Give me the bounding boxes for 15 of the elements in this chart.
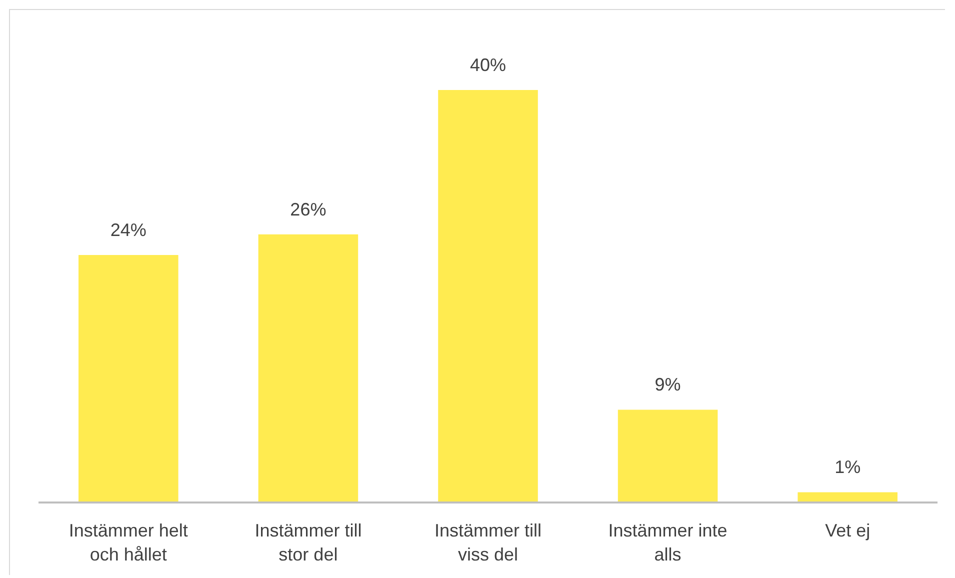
x-tick-label: Instämmer till stor del [254,520,362,564]
x-tick-label: Vet ej [825,520,870,540]
data-label: 24% [110,220,146,240]
bar [798,492,898,502]
data-label: 26% [290,199,326,220]
x-tick-label: Instämmer inte alls [608,520,728,564]
data-label: 9% [654,374,681,395]
x-tick-label: Instämmer helt och hållet [68,520,188,564]
data-label: 40% [470,55,506,76]
data-label: 1% [834,457,861,478]
x-tick-label: Instämmer till viss del [434,520,542,564]
bar [258,234,358,502]
bar [438,90,538,502]
bar [618,410,718,502]
bar [78,255,178,502]
